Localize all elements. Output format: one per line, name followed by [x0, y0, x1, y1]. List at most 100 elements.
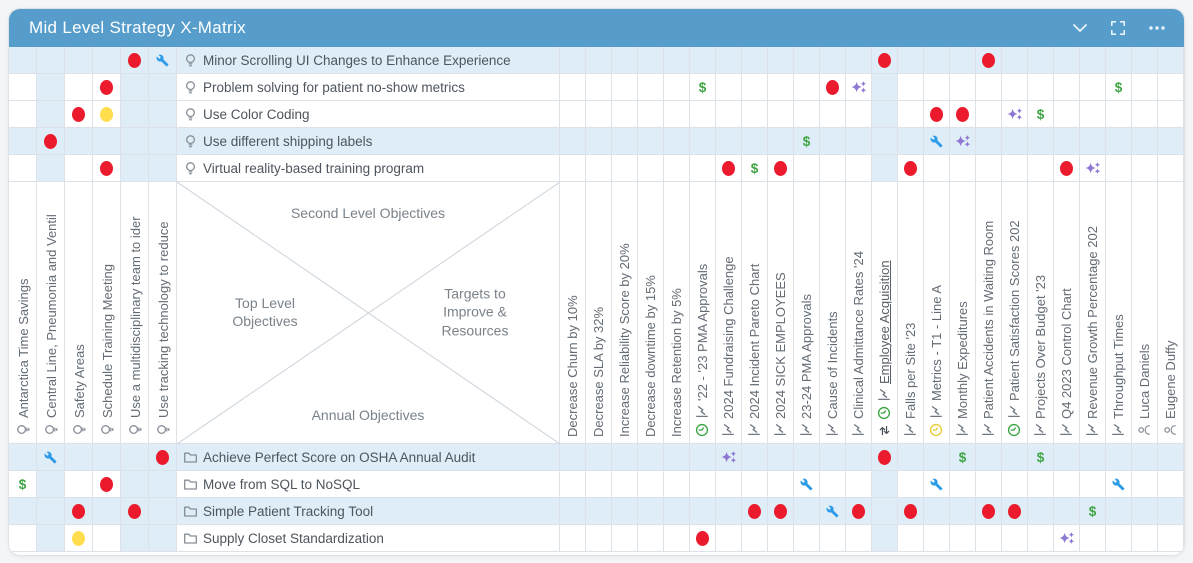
bottom-row-label[interactable]: Achieve Perfect Score on OSHA Annual Aud… — [177, 444, 560, 471]
matrix-cell[interactable] — [794, 471, 820, 498]
matrix-cell[interactable] — [820, 155, 846, 182]
matrix-cell[interactable] — [1002, 498, 1028, 525]
matrix-cell[interactable] — [898, 444, 924, 471]
matrix-cell[interactable] — [9, 74, 37, 101]
matrix-cell[interactable] — [1158, 155, 1184, 182]
matrix-cell[interactable] — [37, 498, 65, 525]
matrix-cell[interactable] — [664, 525, 690, 552]
matrix-cell[interactable] — [872, 155, 898, 182]
matrix-cell[interactable] — [121, 128, 149, 155]
matrix-cell[interactable] — [1106, 155, 1132, 182]
matrix-cell[interactable] — [872, 471, 898, 498]
matrix-cell[interactable] — [9, 128, 37, 155]
matrix-cell[interactable] — [149, 74, 177, 101]
right-column-label[interactable]: 2024 Fundraising Challenge — [716, 182, 742, 444]
matrix-cell[interactable] — [1054, 101, 1080, 128]
matrix-cell[interactable] — [794, 444, 820, 471]
matrix-cell[interactable] — [898, 47, 924, 74]
right-column-label[interactable]: Decrease SLA by 32% — [586, 182, 612, 444]
matrix-cell[interactable] — [976, 101, 1002, 128]
matrix-cell[interactable] — [1002, 128, 1028, 155]
matrix-cell[interactable] — [846, 74, 872, 101]
matrix-cell[interactable] — [924, 74, 950, 101]
matrix-cell[interactable] — [1002, 471, 1028, 498]
matrix-cell[interactable] — [9, 155, 37, 182]
matrix-cell[interactable] — [1054, 155, 1080, 182]
matrix-cell[interactable] — [664, 498, 690, 525]
right-column-label[interactable]: 2024 SICK EMPLOYEES — [768, 182, 794, 444]
matrix-cell[interactable] — [638, 155, 664, 182]
matrix-cell[interactable] — [1158, 47, 1184, 74]
matrix-cell[interactable] — [560, 101, 586, 128]
matrix-cell[interactable] — [768, 525, 794, 552]
matrix-cell[interactable] — [794, 101, 820, 128]
right-column-label[interactable]: Cause of Incidents — [820, 182, 846, 444]
matrix-cell[interactable] — [794, 74, 820, 101]
matrix-cell[interactable] — [820, 525, 846, 552]
matrix-cell[interactable] — [716, 498, 742, 525]
matrix-cell[interactable] — [716, 444, 742, 471]
matrix-cell[interactable] — [690, 444, 716, 471]
matrix-cell[interactable] — [560, 155, 586, 182]
top-row-label[interactable]: Minor Scrolling UI Changes to Enhance Ex… — [177, 47, 560, 74]
matrix-cell[interactable] — [9, 498, 37, 525]
matrix-cell[interactable] — [586, 444, 612, 471]
matrix-cell[interactable] — [716, 471, 742, 498]
matrix-cell[interactable] — [586, 155, 612, 182]
matrix-cell[interactable] — [65, 471, 93, 498]
matrix-cell[interactable] — [950, 128, 976, 155]
matrix-cell[interactable] — [37, 444, 65, 471]
left-column-label[interactable]: Safety Areas — [65, 182, 93, 444]
matrix-cell[interactable] — [149, 471, 177, 498]
matrix-cell[interactable] — [950, 525, 976, 552]
matrix-cell[interactable] — [93, 498, 121, 525]
matrix-cell[interactable] — [794, 155, 820, 182]
right-column-label[interactable]: Revenue Growth Percentage 202 — [1080, 182, 1106, 444]
matrix-cell[interactable] — [794, 47, 820, 74]
matrix-cell[interactable] — [742, 47, 768, 74]
matrix-cell[interactable] — [820, 47, 846, 74]
matrix-cell[interactable] — [638, 74, 664, 101]
matrix-cell[interactable] — [716, 74, 742, 101]
matrix-cell[interactable] — [690, 128, 716, 155]
matrix-cell[interactable] — [898, 471, 924, 498]
matrix-cell[interactable] — [93, 74, 121, 101]
matrix-cell[interactable] — [872, 128, 898, 155]
matrix-cell[interactable] — [638, 498, 664, 525]
matrix-cell[interactable] — [149, 498, 177, 525]
matrix-cell[interactable]: $ — [742, 155, 768, 182]
matrix-cell[interactable] — [950, 74, 976, 101]
matrix-cell[interactable] — [898, 128, 924, 155]
matrix-cell[interactable] — [716, 101, 742, 128]
matrix-cell[interactable] — [742, 525, 768, 552]
matrix-cell[interactable] — [560, 128, 586, 155]
matrix-cell[interactable] — [976, 155, 1002, 182]
matrix-cell[interactable] — [950, 155, 976, 182]
matrix-cell[interactable] — [1054, 128, 1080, 155]
matrix-cell[interactable] — [716, 128, 742, 155]
matrix-cell[interactable] — [1080, 525, 1106, 552]
matrix-cell[interactable] — [1106, 525, 1132, 552]
left-column-label[interactable]: Schedule Training Meeting — [93, 182, 121, 444]
right-column-label[interactable]: Q4 2023 Control Chart — [1054, 182, 1080, 444]
collapse-chevron-icon[interactable] — [1072, 22, 1088, 34]
matrix-cell[interactable] — [1158, 525, 1184, 552]
matrix-cell[interactable] — [612, 155, 638, 182]
right-column-label[interactable]: Eugene Duffy — [1158, 182, 1184, 444]
matrix-cell[interactable] — [664, 444, 690, 471]
matrix-cell[interactable] — [950, 471, 976, 498]
matrix-cell[interactable] — [872, 444, 898, 471]
matrix-cell[interactable] — [794, 498, 820, 525]
matrix-cell[interactable] — [1028, 128, 1054, 155]
matrix-cell[interactable] — [664, 47, 690, 74]
matrix-cell[interactable] — [820, 498, 846, 525]
matrix-cell[interactable] — [794, 525, 820, 552]
matrix-cell[interactable] — [149, 128, 177, 155]
matrix-cell[interactable] — [1080, 101, 1106, 128]
matrix-cell[interactable]: $ — [1028, 444, 1054, 471]
matrix-cell[interactable] — [1054, 471, 1080, 498]
matrix-cell[interactable] — [690, 498, 716, 525]
matrix-cell[interactable] — [846, 47, 872, 74]
matrix-cell[interactable] — [149, 47, 177, 74]
matrix-cell[interactable] — [664, 471, 690, 498]
